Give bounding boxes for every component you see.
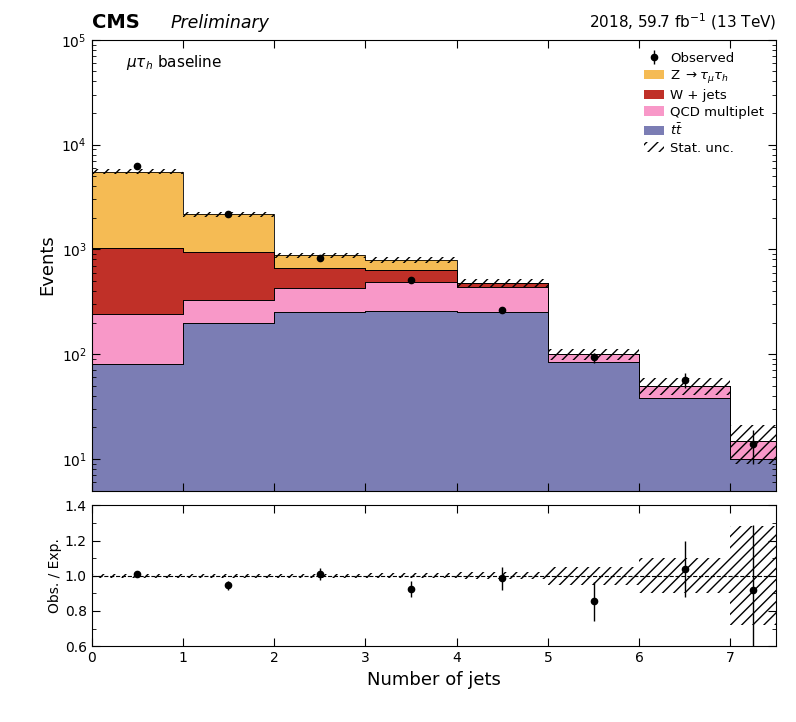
Text: $\mu\tau_h$ baseline: $\mu\tau_h$ baseline: [126, 53, 222, 72]
Legend: Observed, Z $\rightarrow \tau_\mu\tau_h$, W + jets, QCD multiplet, $t\bar{t}$, S: Observed, Z $\rightarrow \tau_\mu\tau_h$…: [638, 46, 770, 160]
Text: 2018, 59.7 fb$^{-1}$ (13 TeV): 2018, 59.7 fb$^{-1}$ (13 TeV): [588, 11, 776, 32]
Text: Preliminary: Preliminary: [170, 14, 269, 32]
Y-axis label: Obs. / Exp.: Obs. / Exp.: [48, 539, 62, 613]
Text: CMS: CMS: [92, 12, 139, 32]
Y-axis label: Events: Events: [37, 235, 56, 295]
X-axis label: Number of jets: Number of jets: [367, 671, 501, 689]
